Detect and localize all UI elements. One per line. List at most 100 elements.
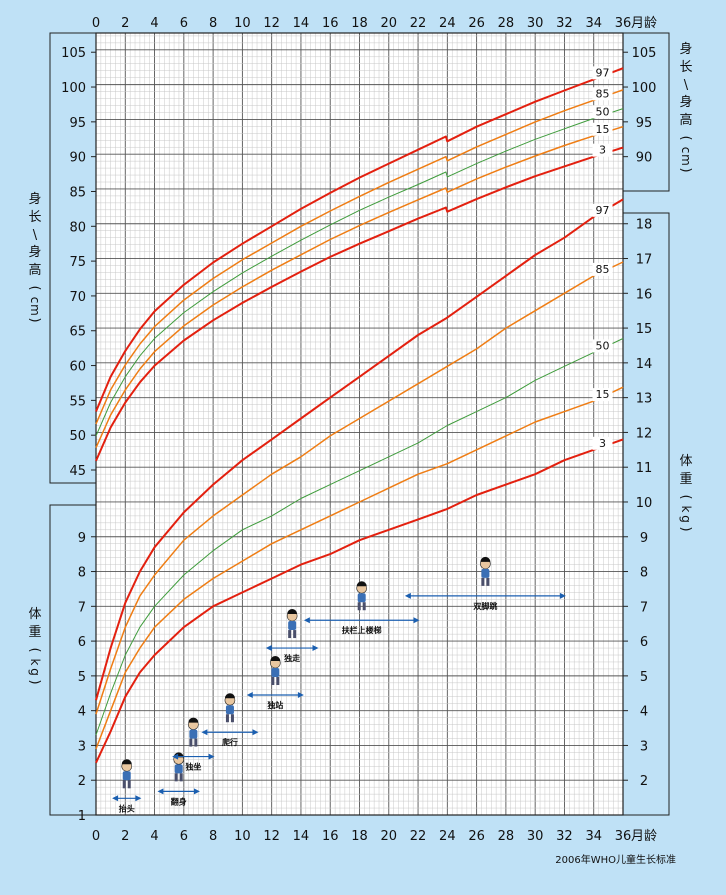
percentile-curve-85	[95, 89, 624, 425]
weight-tick-label-left: 6	[78, 635, 86, 650]
figure-hair	[356, 581, 367, 587]
milestones: 抬头 翻身 独坐 爬行 独站 独走 扶栏上楼梯 双脚跳	[112, 556, 566, 813]
figure-body	[122, 771, 131, 781]
figure-leg-right	[276, 677, 280, 686]
x-tick-label-top: 16	[322, 16, 339, 31]
milestone-label: 扶栏上楼梯	[342, 625, 382, 635]
weight-tick-label-left: 5	[78, 670, 86, 685]
x-tick-label-top: 34	[585, 16, 602, 31]
figure-hair	[287, 609, 298, 615]
milestone-arrow-left	[246, 692, 253, 699]
length-axis-title-left-char: m	[28, 304, 42, 316]
series-label-85: 85	[596, 87, 610, 100]
x-tick-label-top: 8	[209, 16, 217, 31]
x-tick-label-top: 0	[92, 16, 100, 31]
weight-tick-label-right: 5	[640, 670, 648, 685]
length-axis-title-right-char: 长	[679, 60, 692, 75]
x-tick-label-bottom: 6	[180, 829, 188, 844]
milestone-arrow-left	[157, 788, 164, 795]
length-axis-title-right-char: (	[678, 135, 693, 140]
weight-axis-title-left-char: 体	[28, 607, 41, 622]
figure-hair	[480, 556, 491, 562]
length-tick-label-left: 55	[69, 394, 86, 409]
x-tick-label-bottom: 0	[92, 829, 100, 844]
x-tick-label-top: 30	[527, 16, 544, 31]
x-tick-label-bottom: 14	[293, 829, 310, 844]
milestone-label: 独坐	[184, 762, 201, 772]
x-tick-label-bottom: 32	[556, 829, 573, 844]
length-axis-title-right-char: c	[679, 147, 693, 154]
figure-leg-left	[271, 677, 275, 686]
figure-hair	[270, 656, 281, 662]
milestone-arrow-left	[112, 795, 119, 802]
series-label-50: 50	[596, 105, 610, 118]
series-label-50: 50	[596, 339, 610, 352]
length-axis-title-left: 身长\身高(cm)	[27, 191, 42, 323]
figure-leg-left	[481, 577, 485, 586]
milestone-arrow-left	[172, 753, 179, 760]
weight-tick-label-right: 9	[640, 531, 648, 546]
weight-tick-label-right: 10	[636, 496, 653, 511]
figure-body	[225, 705, 234, 715]
figure-leg-left	[122, 780, 126, 789]
percentile-curve-97	[95, 198, 624, 701]
percentile-curve-50	[95, 338, 624, 736]
milestone-label: 翻身	[171, 796, 187, 806]
lifting-head-figure	[121, 759, 133, 789]
weight-axis-title-right-char: g	[679, 515, 693, 523]
figure-leg-right	[293, 630, 297, 639]
milestone-arrow-right	[193, 788, 200, 795]
length-axis-title-left-char: )	[27, 317, 42, 322]
series-label-3: 3	[599, 144, 606, 157]
figure-leg-right	[127, 780, 131, 789]
x-tick-label-top: 4	[150, 16, 158, 31]
x-tick-label-top: 6	[180, 16, 188, 31]
percentile-curve-15	[95, 125, 624, 449]
weight-axis-title-left-char: k	[28, 659, 42, 666]
weight-tick-label-right: 7	[640, 600, 648, 615]
milestone-arrow-left	[201, 729, 208, 736]
series-label-bg	[592, 87, 613, 101]
crawling-figure	[224, 693, 236, 723]
figure-body	[357, 593, 366, 603]
length-tick-label-left: 95	[69, 116, 86, 131]
weight-axis-title-right-char: 重	[679, 471, 692, 487]
length-tick-label-right: 105	[632, 46, 657, 61]
weight-axis-title-right-char: k	[679, 506, 693, 513]
length-tick-label-left: 90	[69, 151, 86, 166]
figure-leg-left	[288, 630, 292, 639]
figure-body	[481, 568, 490, 578]
length-tick-label-left: 50	[69, 429, 86, 444]
weight-curves: 97 85 50 15 3	[95, 198, 624, 764]
length-tick-label-left: 65	[69, 325, 86, 340]
length-axis-title-left-char: 身	[28, 244, 41, 260]
length-axis-title-right-char: 身	[679, 41, 692, 57]
weight-axis-title-left: 体重 (kg)	[27, 607, 42, 685]
series-label-bg	[592, 339, 613, 353]
weight-tick-label-left: 8	[78, 566, 86, 581]
x-tick-label-top: 12	[263, 16, 280, 31]
right-length-axis-box	[622, 32, 670, 192]
weight-tick-label-left: 1	[78, 809, 86, 824]
weight-tick-label-right: 16	[636, 287, 653, 302]
x-tick-label-top: 36	[615, 16, 632, 31]
length-tick-label-right: 95	[636, 116, 653, 131]
length-tick-label-right: 90	[636, 151, 653, 166]
figure-body	[271, 668, 280, 678]
weight-axis-title-left-char: g	[28, 668, 42, 676]
weight-tick-label-right: 2	[640, 774, 648, 789]
x-tick-label-bottom: 10	[234, 829, 251, 844]
x-tick-label-bottom: 4	[150, 829, 158, 844]
length-curves: 97 85 50 15 3	[95, 66, 624, 462]
figure-hair	[121, 759, 132, 765]
length-tick-label-left: 45	[69, 464, 86, 479]
x-tick-label-bottom: 12	[263, 829, 280, 844]
series-label-bg	[592, 388, 613, 402]
milestone-arrow-right	[559, 592, 566, 599]
standing-figure	[270, 656, 281, 686]
sitting-figure	[188, 717, 199, 747]
percentile-curve-3	[95, 438, 624, 764]
figure-body	[288, 621, 297, 631]
